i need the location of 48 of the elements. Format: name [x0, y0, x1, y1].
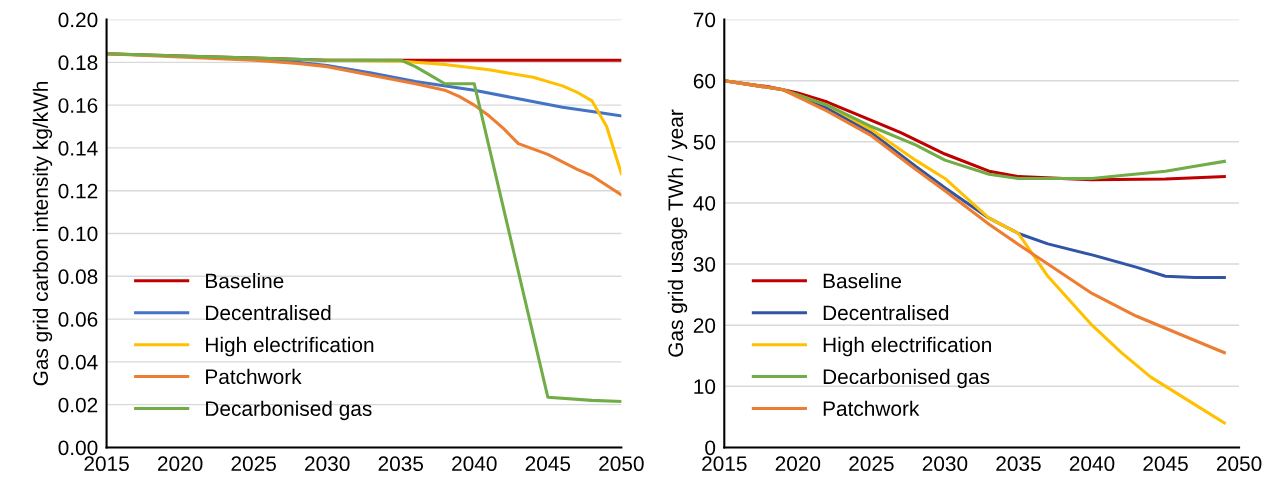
legend-label: Decarbonised gas [206, 400, 372, 421]
y-tick-label: 0.00 [58, 440, 98, 456]
y-tick-label: 60 [693, 73, 716, 89]
x-tick-label: 2030 [922, 456, 968, 472]
x-tick-label: 2030 [305, 456, 350, 472]
x-tick-label: 2015 [702, 456, 747, 472]
y-tick-label: 50 [693, 134, 716, 150]
y-tick-label: 0 [705, 440, 716, 456]
y-axis-title: Gas grid usage TWh / year [667, 109, 688, 357]
y-tick-label: 0.12 [58, 183, 98, 199]
legend-label: High electrification [823, 336, 991, 357]
legend-label: High electrification [206, 336, 374, 357]
legend-label: Baseline [823, 273, 902, 289]
y-tick-label: 70 [693, 12, 716, 28]
legend-label: Decarbonised gas [823, 368, 990, 389]
x-tick-label: 2035 [996, 456, 1041, 472]
line-series [724, 79, 1226, 355]
y-tick-label: 0.10 [58, 226, 98, 242]
x-tick-label: 2040 [452, 456, 497, 472]
x-tick-label: 2025 [231, 456, 276, 472]
x-tick-label: 2040 [1069, 456, 1115, 472]
x-tick-label: 2015 [84, 456, 129, 472]
x-tick-label: 2045 [525, 456, 571, 472]
y-tick-label: 0.04 [58, 354, 98, 370]
legend-label: Baseline [206, 273, 284, 289]
y-tick-label: 0.02 [58, 397, 98, 413]
legend-label: Decentralised [206, 304, 331, 321]
y-tick-label: 10 [694, 379, 716, 395]
legend-label: Patchwork [206, 368, 302, 385]
x-tick-label: 2050 [1216, 456, 1262, 472]
y-tick-label: 0.08 [58, 269, 98, 285]
x-tick-label: 2020 [775, 456, 821, 472]
y-tick-label: 20 [693, 318, 716, 333]
x-tick-label: 2050 [599, 456, 644, 472]
y-tick-label: 0.14 [58, 140, 98, 156]
y-tick-label: 0.16 [58, 98, 98, 113]
legend-label: Decentralised [823, 304, 949, 321]
y-tick-label: 30 [693, 257, 716, 272]
y-axis-title: Gas grid carbon intensity kg/kWh [32, 82, 53, 386]
x-tick-label: 2025 [849, 456, 894, 472]
x-tick-label: 2035 [378, 456, 424, 472]
y-tick-label: 0.18 [58, 55, 98, 71]
x-tick-label: 2045 [1143, 456, 1188, 472]
y-tick-label: 0.06 [58, 312, 98, 327]
y-tick-label: 40 [693, 195, 716, 211]
legend-label: Patchwork [823, 400, 920, 417]
y-tick-label: 0.20 [58, 12, 98, 28]
x-tick-label: 2020 [157, 456, 203, 472]
